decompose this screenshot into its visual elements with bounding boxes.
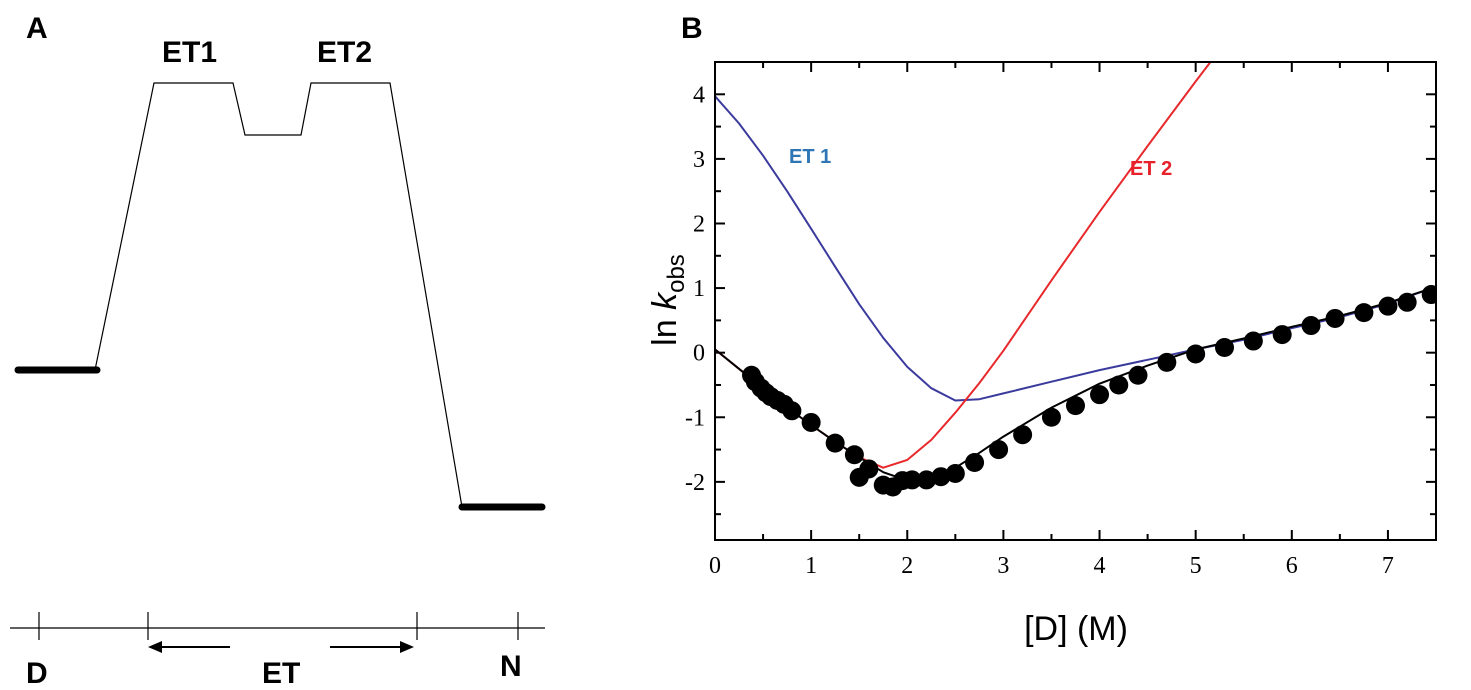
data-point xyxy=(844,445,864,465)
data-point xyxy=(1090,385,1110,405)
data-point xyxy=(1325,308,1345,328)
y-tick-label: 2 xyxy=(693,211,705,237)
y-tick-label: 1 xyxy=(693,276,705,302)
y-tick-label: 0 xyxy=(693,341,705,367)
data-point xyxy=(801,412,821,432)
data-point xyxy=(1128,365,1148,385)
data-point xyxy=(782,401,802,421)
x-tick-labels: 0 1 2 3 4 5 6 7 xyxy=(709,553,1394,579)
series-layer xyxy=(715,62,1436,497)
data-point xyxy=(1215,338,1235,358)
barrier-label-et1: ET1 xyxy=(162,36,217,69)
data-point xyxy=(1066,396,1085,416)
data-point xyxy=(916,470,936,490)
y-axis-title-prefix: ln xyxy=(646,310,684,346)
data-point xyxy=(965,452,985,472)
y-tick-labels: -2 -1 0 1 2 3 4 xyxy=(685,82,705,496)
y-axis-title-subscript: obs xyxy=(663,254,690,293)
barrier-label-et2: ET2 xyxy=(317,36,372,69)
energy-landscape-line xyxy=(94,82,463,508)
data-point xyxy=(1186,344,1206,364)
data-point xyxy=(1397,292,1417,312)
y-tick-label: -2 xyxy=(685,470,705,496)
data-point xyxy=(1421,285,1436,305)
panel-b: B -2 -1 0 1 2 3 4 0 1 2 3 4 5 6 7 ET 1 ET 2 [D] (M) l… xyxy=(646,12,1437,648)
data-point xyxy=(859,459,879,479)
data-point xyxy=(1041,407,1061,427)
y-axis-title: ln kobs xyxy=(646,254,690,346)
data-point xyxy=(1272,325,1292,345)
data-point xyxy=(1378,296,1398,316)
data-point xyxy=(1243,331,1263,351)
series-label-et2: ET 2 xyxy=(1130,158,1172,180)
axis-label-et: ET xyxy=(262,657,300,690)
x-tick-label: 6 xyxy=(1286,553,1298,579)
panel-a-label: A xyxy=(26,12,48,45)
axis-ticks xyxy=(714,61,1437,540)
data-point xyxy=(931,467,951,487)
x-tick-label: 2 xyxy=(901,553,913,579)
y-tick-label: 3 xyxy=(693,147,705,173)
x-axis-title: [D] (M) xyxy=(1024,610,1128,648)
panel-b-label: B xyxy=(681,12,703,45)
data-point xyxy=(1301,316,1321,336)
data-point xyxy=(902,470,922,490)
series-line-et1 xyxy=(715,95,1436,402)
data-point xyxy=(1109,375,1129,395)
reaction-coordinate-axis xyxy=(10,612,545,653)
panel-a: A ET1 ET2 D ET N xyxy=(10,12,546,690)
data-point xyxy=(1013,425,1033,445)
data-point xyxy=(825,433,845,453)
x-tick-label: 4 xyxy=(1094,553,1106,579)
x-tick-label: 7 xyxy=(1382,553,1394,579)
data-point xyxy=(945,463,965,483)
x-tick-label: 5 xyxy=(1190,553,1202,579)
data-point xyxy=(1157,352,1177,372)
plot-frame xyxy=(714,61,1437,541)
axis-label-n: N xyxy=(500,650,522,683)
data-point xyxy=(1354,303,1374,323)
axis-label-d: D xyxy=(26,657,48,690)
y-tick-label: -1 xyxy=(685,405,705,431)
series-label-et1: ET 1 xyxy=(789,146,831,168)
x-tick-label: 3 xyxy=(997,553,1009,579)
y-axis-title-k: k xyxy=(646,291,684,310)
x-tick-label: 1 xyxy=(805,553,817,579)
x-tick-label: 0 xyxy=(709,553,721,579)
y-tick-label: 4 xyxy=(693,82,705,108)
data-point xyxy=(989,440,1009,460)
